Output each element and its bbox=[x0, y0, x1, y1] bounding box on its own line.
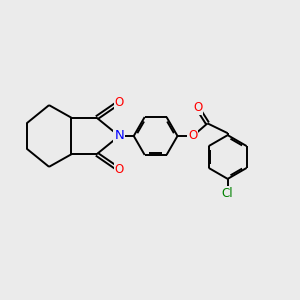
Text: O: O bbox=[193, 101, 202, 114]
Text: O: O bbox=[188, 130, 197, 142]
Text: O: O bbox=[115, 163, 124, 176]
Text: Cl: Cl bbox=[222, 187, 233, 200]
Text: N: N bbox=[114, 130, 124, 142]
Text: O: O bbox=[115, 96, 124, 109]
